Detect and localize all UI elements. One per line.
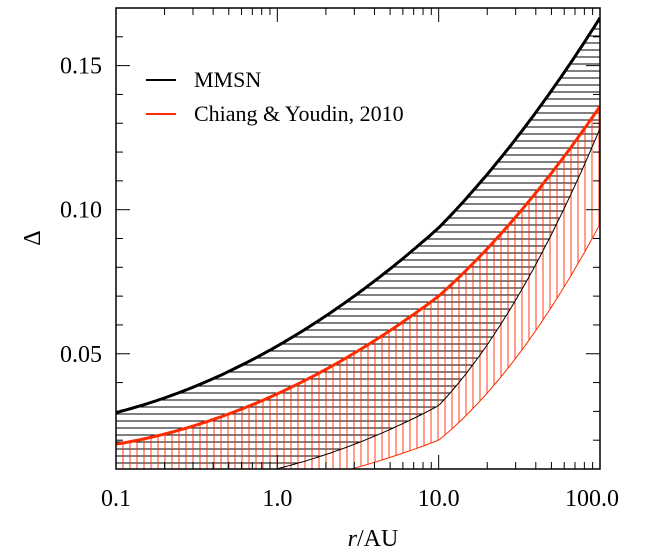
hatched-bands — [116, 21, 600, 469]
series-mmsn-upper-line — [116, 17, 600, 414]
legend-label-mmsn: MMSN — [194, 67, 261, 92]
series-cy2010-lower-line — [349, 223, 600, 469]
x-tick-label: 0.1 — [101, 486, 131, 512]
x-tick-label: 10.0 — [418, 486, 460, 512]
y-tick-label: 0.10 — [60, 198, 102, 224]
hatch-mmsn — [116, 21, 600, 464]
legend-label-cy2010: Chiang & Youdin, 2010 — [194, 101, 404, 126]
series-lines — [116, 17, 600, 469]
x-tick-label: 1.0 — [262, 486, 292, 512]
y-axis-label: Δ — [20, 230, 46, 245]
legend: MMSN Chiang & Youdin, 2010 — [146, 67, 404, 126]
series-mmsn-lower-line — [274, 128, 600, 469]
x-tick-label: 100.0 — [565, 486, 619, 512]
series-cy2010-upper-line — [116, 105, 600, 446]
y-tick-label: 0.05 — [60, 342, 102, 368]
tick-labels: 0.1 1.0 10.0 100.0 0.05 0.10 0.15 — [60, 54, 619, 512]
y-tick-label: 0.15 — [60, 54, 102, 80]
x-axis-label: r/AU — [348, 526, 399, 552]
axis-ticks — [115, 7, 600, 470]
